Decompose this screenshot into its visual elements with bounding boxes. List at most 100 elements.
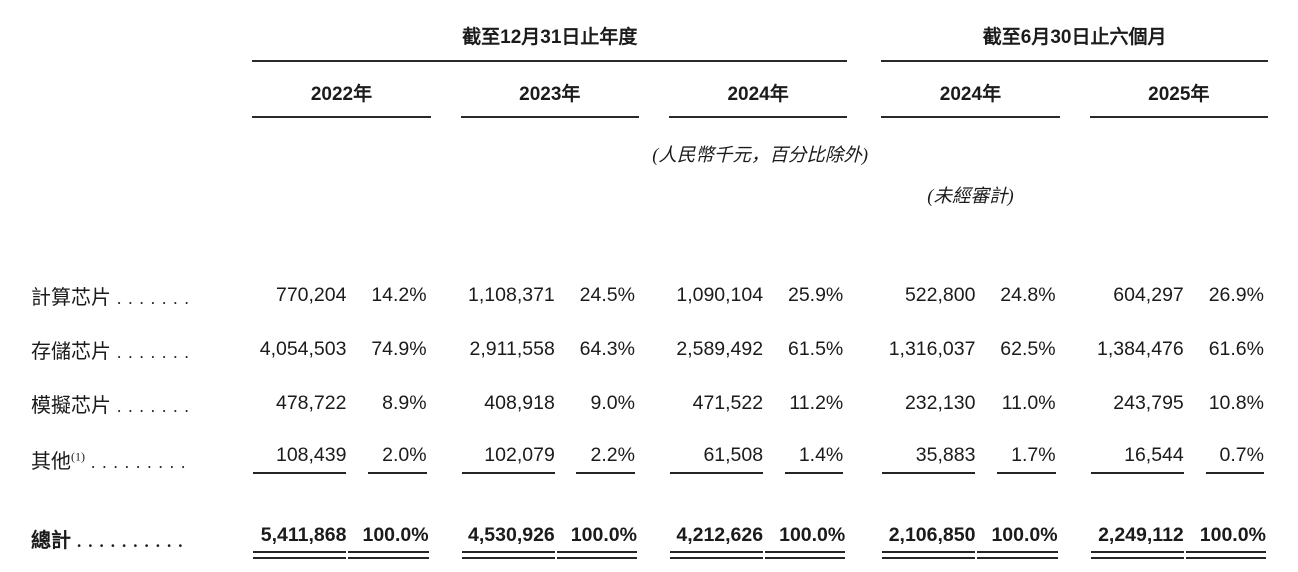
dot-leader: .......... (77, 531, 190, 551)
gap-cell (847, 322, 881, 376)
total-pct-cell: 100.0% (976, 488, 1059, 572)
double-underlined-value: 2,106,850 (882, 524, 976, 559)
double-underlined-value: 5,411,868 (253, 524, 347, 559)
value-cell: 2,589,492 (676, 337, 764, 360)
gap-cell (1060, 62, 1090, 118)
value-cell: 770,204 (275, 283, 347, 306)
table-row-computing-chips: 計算芯片....... 770,204 14.2% 1,108,371 24.5… (30, 268, 1268, 322)
total-value-cell: 4,530,926 (461, 488, 556, 572)
table-row-total: 總計.......... 5,411,868 100.0% 4,530,926 … (30, 488, 1268, 572)
pct-cell: 24.8% (1000, 283, 1056, 306)
value-cell: 102,079 (461, 430, 556, 488)
pct-cell: 1.4% (764, 430, 847, 488)
gap-cell (639, 376, 669, 430)
gap-cell (1060, 322, 1090, 376)
double-underlined-value: 4,530,926 (461, 524, 555, 559)
period-interim-header: 截至6月30日止六個月 (881, 18, 1268, 62)
pct-cell: 8.9% (382, 391, 427, 414)
value-cell: 243,795 (1113, 391, 1184, 414)
year-header-2023: 2023年 (460, 62, 639, 118)
underlined-value: 1.4% (784, 444, 844, 474)
gap-cell (431, 268, 461, 322)
year-header-2022: 2022年 (252, 62, 431, 118)
revenue-breakdown-table: 截至12月31日止年度 截至6月30日止六個月 2022年 2023年 2024… (30, 18, 1268, 572)
pct-cell: 61.6% (1208, 337, 1264, 360)
row-label-text: 其他 (31, 450, 71, 473)
underlined-value: 102,079 (461, 444, 555, 474)
period-header-row: 截至12月31日止年度 截至6月30日止六個月 (30, 18, 1268, 62)
pct-cell: 64.3% (579, 337, 635, 360)
gap-cell (639, 62, 669, 118)
value-cell: 16,544 (1090, 430, 1185, 488)
gap-cell (847, 488, 881, 572)
footnote-marker: (1) (71, 448, 85, 463)
value-cell: 478,722 (275, 391, 347, 414)
table-row-storage-chips: 存儲芯片....... 4,054,503 74.9% 2,911,558 64… (30, 322, 1268, 376)
value-cell: 108,439 (252, 430, 347, 488)
pct-cell: 26.9% (1208, 283, 1264, 306)
gap-cell (639, 430, 669, 488)
total-value-cell: 5,411,868 (252, 488, 347, 572)
gap-cell (1060, 376, 1090, 430)
row-label: 計算芯片....... (30, 268, 252, 322)
units-note: (人民幣千元，百分比除外) (652, 146, 869, 166)
gap-cell (1060, 268, 1090, 322)
gap-cell (847, 268, 881, 322)
total-value-cell: 2,106,850 (881, 488, 976, 572)
value-cell: 1,108,371 (468, 283, 555, 306)
period-annual-header: 截至12月31日止年度 (252, 18, 848, 62)
value-cell: 604,297 (1113, 283, 1184, 306)
row-label-text: 存儲芯片 (31, 340, 111, 363)
gap-cell (847, 376, 881, 430)
pct-cell: 1.7% (976, 430, 1059, 488)
total-pct-cell: 100.0% (556, 488, 639, 572)
gap-cell (431, 488, 461, 572)
dot-leader: ....... (117, 396, 196, 416)
double-underlined-value: 100.0% (1185, 524, 1267, 559)
empty-cell (30, 18, 252, 62)
unaudited-note: (未經審計) (927, 187, 1014, 207)
spacer-row (30, 210, 1268, 268)
total-pct-cell: 100.0% (1185, 488, 1268, 572)
underlined-value: 2.2% (576, 444, 635, 474)
pct-cell: 0.7% (1185, 430, 1268, 488)
empty-cell (30, 62, 252, 118)
total-pct-cell: 100.0% (347, 488, 430, 572)
double-underlined-value: 4,212,626 (669, 524, 764, 559)
double-underlined-value: 100.0% (977, 524, 1058, 559)
empty-cell (1060, 169, 1268, 210)
value-cell: 1,316,037 (888, 337, 976, 360)
year-header-row: 2022年 2023年 2024年 2024年 2025年 (30, 62, 1268, 118)
underlined-value: 0.7% (1205, 444, 1264, 474)
pct-cell: 14.2% (371, 283, 427, 306)
gap-cell (1060, 430, 1090, 488)
pct-cell: 61.5% (787, 337, 844, 360)
row-label: 存儲芯片....... (30, 322, 252, 376)
table-row-analog-chips: 模擬芯片....... 478,722 8.9% 408,918 9.0% 47… (30, 376, 1268, 430)
pct-cell: 74.9% (371, 337, 427, 360)
double-underlined-value: 2,249,112 (1090, 524, 1184, 559)
empty-cell (30, 169, 881, 210)
pct-cell: 11.2% (789, 391, 844, 414)
total-label: 總計.......... (30, 488, 252, 572)
empty-cell (30, 118, 252, 169)
table-row-others: 其他(1)......... 108,439 2.0% 102,079 2.2%… (30, 430, 1268, 488)
dot-leader: ......... (91, 452, 193, 472)
gap-cell (431, 376, 461, 430)
double-underlined-value: 100.0% (556, 524, 638, 559)
gap-cell (1060, 488, 1090, 572)
gap-cell (431, 322, 461, 376)
double-underlined-value: 100.0% (765, 524, 846, 559)
gap-cell (431, 430, 461, 488)
pct-cell: 24.5% (579, 283, 635, 306)
value-cell: 522,800 (904, 283, 976, 306)
pct-cell: 62.5% (1000, 337, 1056, 360)
row-label-text: 模擬芯片 (31, 394, 111, 417)
dot-leader: ....... (117, 288, 196, 308)
pct-cell: 11.0% (1001, 391, 1056, 414)
gap-cell (431, 62, 461, 118)
gap-cell (639, 488, 669, 572)
total-value-cell: 4,212,626 (669, 488, 764, 572)
underlined-value: 35,883 (882, 444, 976, 474)
